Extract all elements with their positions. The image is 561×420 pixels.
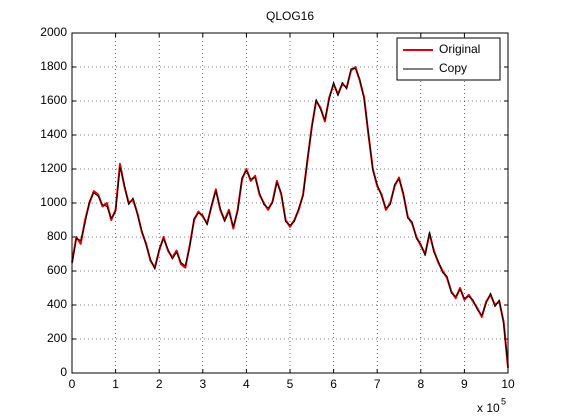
series-line [71, 68, 509, 367]
x-multiplier-exponent: 5 [501, 396, 506, 406]
y-tick-label: 2000 [40, 25, 67, 39]
y-tick-label: 1200 [40, 161, 67, 175]
legend-label: Copy [439, 61, 467, 75]
legend-label: Original [439, 42, 480, 56]
legend-box [396, 37, 501, 81]
y-tick-label: 0 [60, 365, 67, 379]
x-tick-label: 8 [417, 377, 424, 391]
y-tick-label: 800 [47, 229, 67, 243]
x-tick-label: 4 [243, 377, 250, 391]
axes-box [71, 32, 509, 374]
x-tick-label: 1 [112, 377, 119, 391]
y-tick-label: 1000 [40, 195, 67, 209]
y-tick-label: 400 [47, 297, 67, 311]
x-tick-label: 7 [374, 377, 381, 391]
y-tick-label: 1600 [40, 93, 67, 107]
x-tick-label: 3 [199, 377, 206, 391]
x-tick-label: 6 [330, 377, 337, 391]
x-tick-label: 5 [287, 377, 294, 391]
x-tick-label: 2 [156, 377, 163, 391]
y-tick-label: 1800 [40, 59, 67, 73]
y-tick-label: 200 [47, 331, 67, 345]
x-tick-label: 0 [69, 377, 76, 391]
chart-title: QLOG16 [266, 9, 314, 23]
y-tick-label: 1400 [40, 127, 67, 141]
x-tick-label: 9 [461, 377, 468, 391]
x-tick-label: 10 [501, 377, 515, 391]
x-multiplier: x 10 [477, 401, 500, 415]
y-tick-label: 600 [47, 263, 67, 277]
